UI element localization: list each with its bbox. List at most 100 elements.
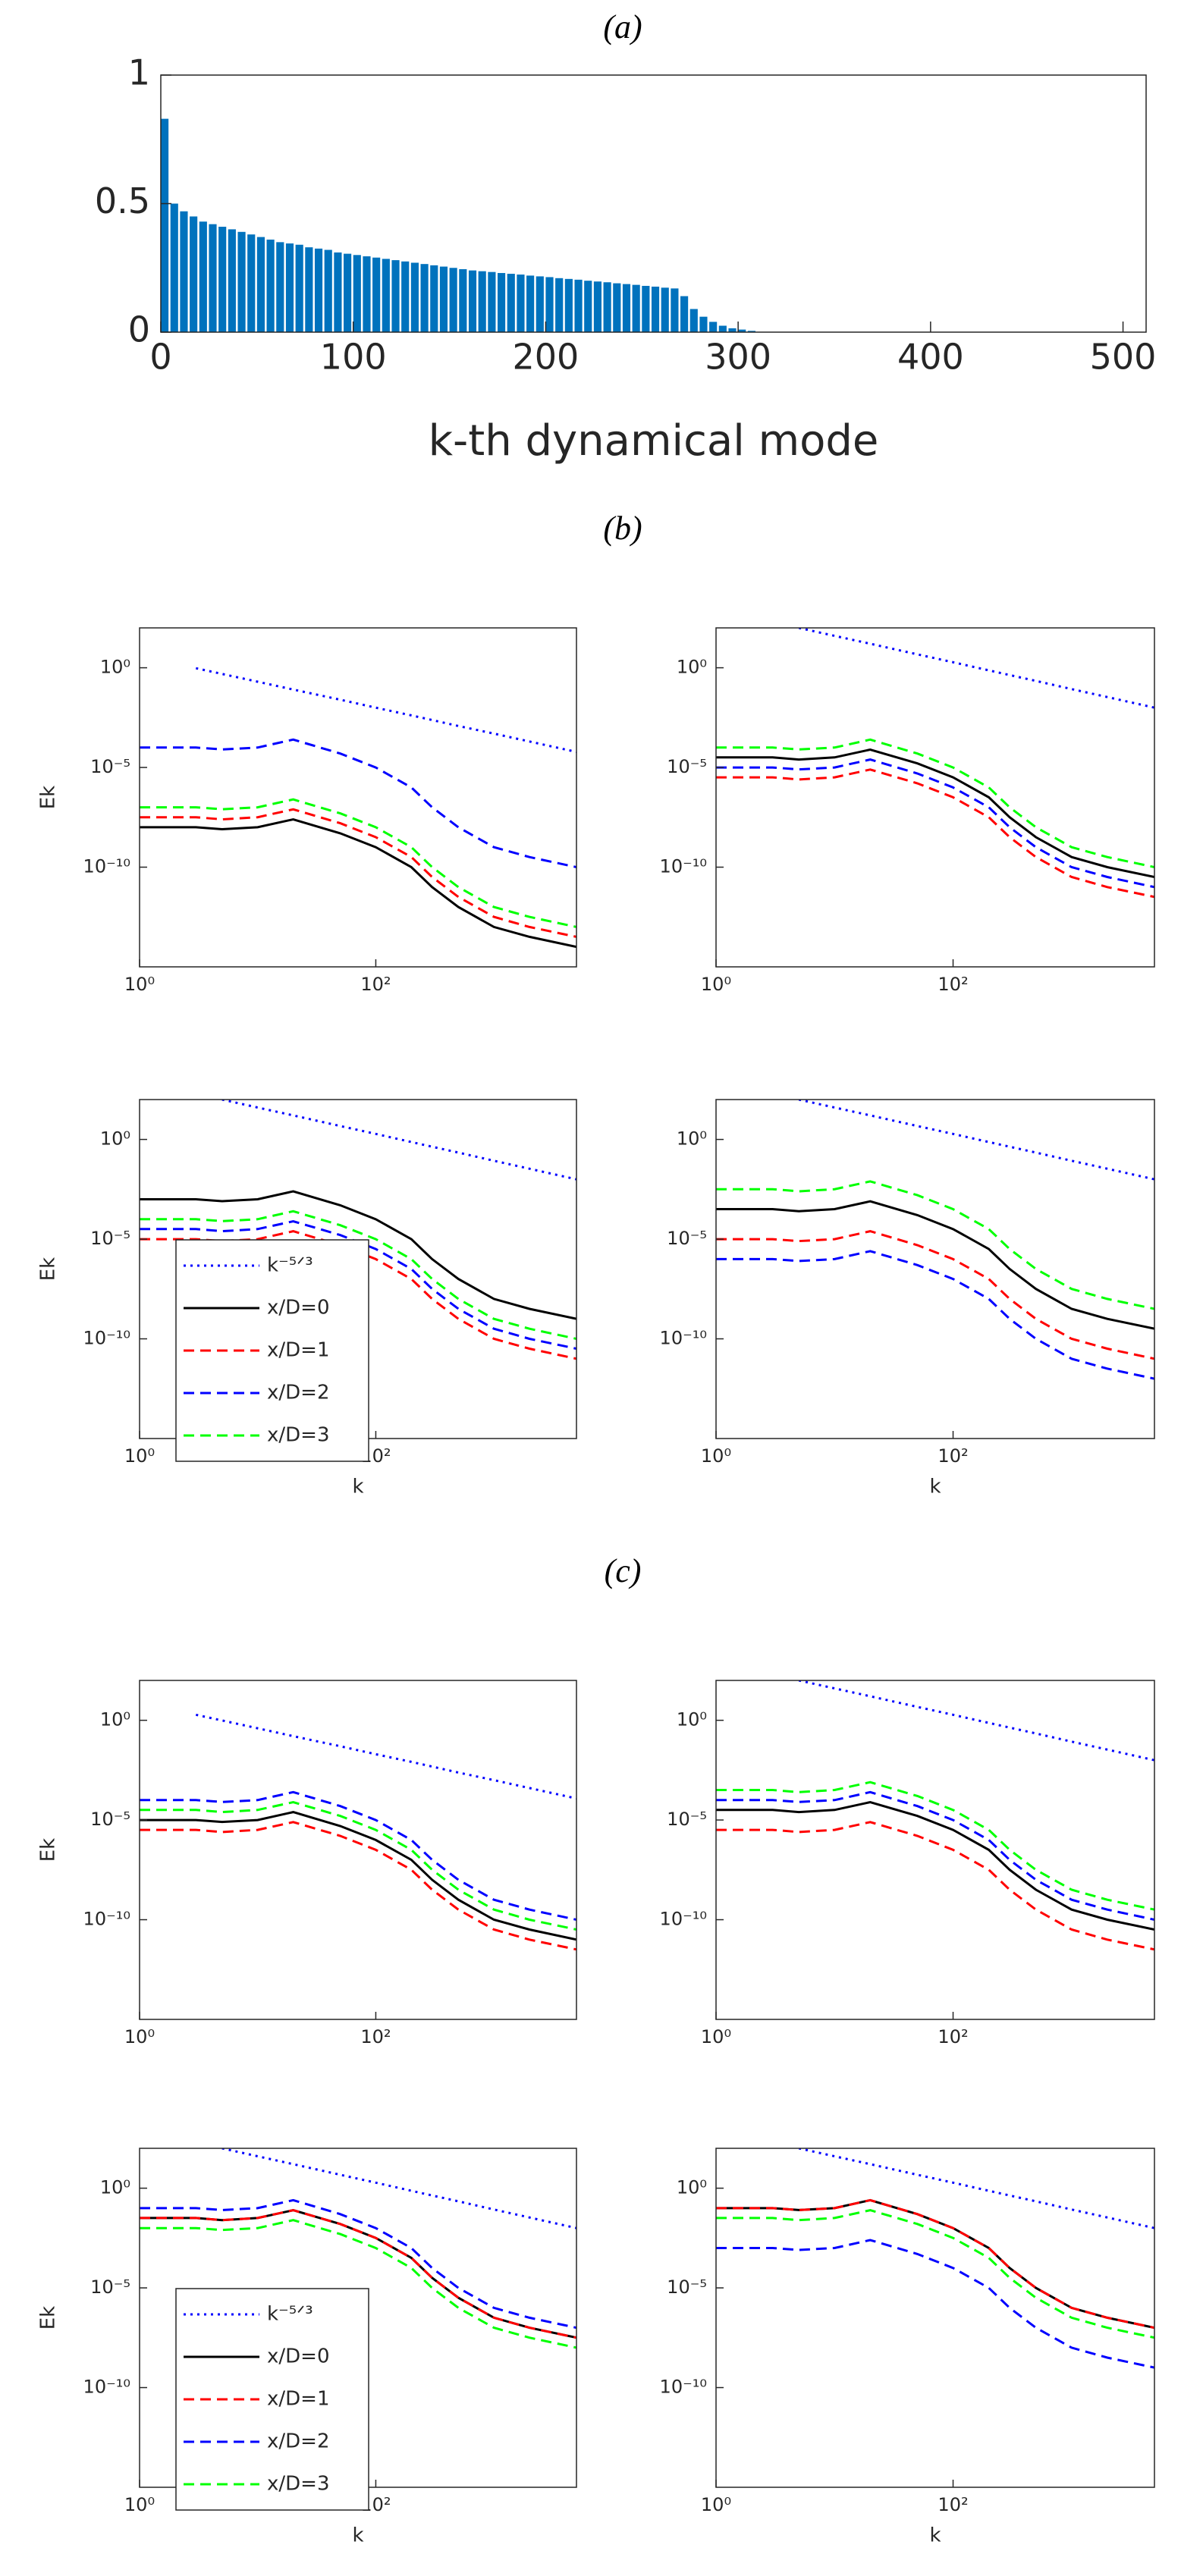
bar: [584, 281, 592, 332]
y-tick-label: 10⁻¹⁰: [660, 2377, 707, 2398]
bar: [410, 262, 419, 332]
y-tick-label: 10⁰: [100, 1709, 130, 1730]
x-tick-label: 10²: [938, 2026, 968, 2047]
bar: [401, 261, 410, 332]
axes-background: [716, 628, 1154, 967]
bar: [468, 270, 477, 332]
bar: [372, 257, 381, 332]
axes-frame: [139, 627, 577, 968]
bar: [689, 309, 698, 332]
x-tick-label: 10⁰: [701, 1445, 731, 1467]
bar: [507, 274, 515, 332]
series-line: [716, 1800, 1154, 1931]
marks: [716, 1680, 1154, 1951]
y-tick-label: 0: [128, 309, 150, 350]
bar: [497, 273, 506, 332]
x-axis-label: k: [352, 2524, 363, 2547]
x-axis-label: k: [352, 1476, 363, 1498]
plot: 0 100 200 300 400 500 0 0.5 1 k-th dynamical mode: [95, 52, 1157, 466]
y-tick-label: 10⁻¹⁰: [660, 856, 707, 877]
y-tick-label: 10⁻⁵: [90, 1809, 130, 1830]
marks: [716, 628, 1154, 899]
bar: [718, 325, 727, 332]
marks: [140, 1100, 576, 1360]
y-tick-label: 10⁰: [100, 657, 130, 678]
x-axis-label: k: [929, 2524, 941, 2547]
series-line: [140, 2209, 576, 2339]
bar: [709, 322, 718, 332]
bar: [420, 264, 429, 332]
axes-background: [716, 1100, 1154, 1439]
bar: [651, 286, 660, 332]
y-tick-label: 10⁻⁵: [90, 1228, 130, 1249]
y-tick-label: 10⁻¹⁰: [83, 1909, 130, 1930]
plot: 10⁰ 10² 10⁻¹⁰ 10⁻⁵ 10⁰ k: [660, 1099, 1155, 1498]
bar: [209, 224, 217, 332]
y-tick-label: 10⁰: [100, 1128, 130, 1150]
y-tick-label: 10⁰: [100, 2177, 130, 2198]
bar: [334, 252, 342, 332]
series-line: [716, 1250, 1154, 1380]
series-line: [140, 1190, 576, 1320]
y-axis-label: Ek: [37, 786, 60, 809]
x-tick-label: 10²: [360, 974, 391, 995]
series-line: [140, 1821, 576, 1951]
axes-background: [140, 628, 576, 967]
x-axis-label: k-th dynamical mode: [429, 416, 879, 466]
x-tick-label: 10⁰: [124, 2026, 155, 2047]
bar: [353, 255, 361, 332]
series-line: [140, 817, 576, 949]
bar: [613, 283, 621, 332]
legend: k⁻⁵ᐟ³ x/D=0 x/D=1 x/D=2 x/D=3: [175, 2288, 369, 2511]
series-line: [716, 768, 1154, 899]
x-tick-label: 10⁰: [701, 2026, 731, 2047]
x-tick-label: 10⁰: [124, 2494, 155, 2515]
y-tick-label: 10⁻¹⁰: [660, 1909, 707, 1930]
series-line: [140, 1811, 576, 1941]
marks: [161, 118, 755, 332]
legend: k⁻⁵ᐟ³ x/D=0 x/D=1 x/D=2 x/D=3: [175, 1239, 369, 1462]
panel-label: (c): [605, 1552, 642, 1589]
legend-label: x/D=2: [267, 1382, 330, 1404]
bar: [488, 271, 496, 332]
bar: [439, 266, 448, 332]
y-tick-label: 10⁰: [677, 1709, 707, 1730]
legend-label: k⁻⁵ᐟ³: [267, 1254, 313, 1277]
y-tick-label: 10⁻⁵: [667, 1228, 707, 1249]
panel-label: (b): [603, 510, 642, 547]
bar: [747, 331, 755, 332]
bar: [555, 278, 564, 332]
bar: [391, 260, 400, 332]
bar: [190, 216, 198, 332]
bar: [603, 282, 611, 332]
plot: 10⁰ 10² 10⁻¹⁰ 10⁻⁵ 10⁰ Ek: [37, 1680, 577, 2047]
y-tick-label: 10⁰: [677, 1128, 707, 1150]
bar: [593, 281, 601, 332]
bar: [430, 265, 438, 332]
y-tick-label: 0.5: [95, 180, 150, 221]
series-line: [716, 1781, 1154, 1911]
bar: [237, 231, 246, 332]
bar: [526, 275, 535, 332]
y-tick-label: 10⁻⁵: [667, 1809, 707, 1830]
series-line: [716, 1180, 1154, 1310]
series-line: [140, 1219, 576, 1350]
bar: [478, 271, 486, 332]
legend-label: x/D=1: [267, 1339, 330, 1362]
series-line: [716, 1230, 1154, 1360]
bar: [344, 253, 352, 332]
series-line: [716, 748, 1154, 878]
bar: [545, 277, 554, 332]
bar: [199, 221, 207, 332]
bar: [564, 278, 573, 332]
x-tick-label: 10²: [938, 974, 968, 995]
plot: 10⁰ 10² 10⁻¹⁰ 10⁻⁵ 10⁰: [660, 627, 1155, 995]
axes-background: [716, 1680, 1154, 2019]
bar: [180, 211, 188, 332]
x-tick-label: 10⁰: [124, 974, 155, 995]
bar: [363, 256, 371, 332]
x-tick-label: 300: [705, 337, 771, 378]
axes-frame: [715, 1099, 1155, 1439]
